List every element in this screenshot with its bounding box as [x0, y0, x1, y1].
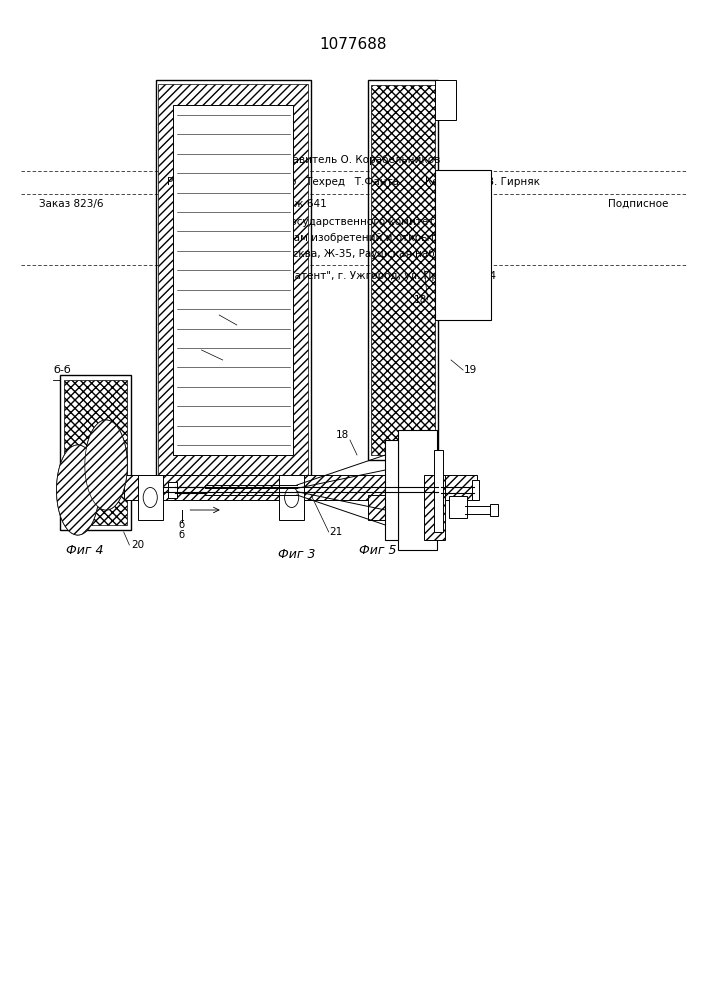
Bar [60, 375, 131, 530]
Text: по делам изобретений и открытий: по делам изобретений и открытий [257, 233, 450, 243]
Bar [490, 504, 498, 516]
Text: Фиг 5: Фиг 5 [359, 544, 397, 556]
Text: Подписное: Подписное [608, 199, 668, 209]
Bar [156, 80, 311, 480]
Bar [168, 482, 177, 498]
Text: Редактор Л. Авраменко   Техред   Т.Фанта        Корректор В. Гирняк: Редактор Л. Авраменко Техред Т.Фанта Кор… [167, 177, 540, 187]
Bar [424, 475, 445, 540]
Text: б-б: б-б [53, 365, 71, 375]
Text: 9: 9 [209, 310, 216, 320]
Text: 18: 18 [414, 295, 427, 305]
Bar [371, 85, 435, 455]
Text: ВНИИПИ Государственного комитета СССР: ВНИИПИ Государственного комитета СССР [235, 217, 472, 227]
Text: 21: 21 [329, 527, 342, 537]
Bar [472, 480, 479, 500]
Text: б: б [179, 520, 185, 530]
Bar [138, 475, 163, 520]
Bar [434, 450, 443, 532]
Bar [64, 380, 127, 525]
Text: Филиал ППП "Патент", г. Ужгород, ул. Проектная, 4: Филиал ППП "Патент", г. Ужгород, ул. Про… [211, 271, 496, 281]
Polygon shape [85, 420, 127, 510]
Text: Фиг 3: Фиг 3 [278, 548, 316, 562]
Text: 19: 19 [464, 365, 477, 375]
Bar [279, 475, 304, 520]
Circle shape [284, 488, 298, 508]
Text: Заказ 823/6: Заказ 823/6 [39, 199, 103, 209]
Text: 1077688: 1077688 [320, 37, 387, 52]
Polygon shape [85, 420, 127, 510]
Bar [173, 105, 293, 455]
Bar [124, 475, 477, 500]
Text: Тираж 641: Тираж 641 [267, 199, 327, 209]
Text: 17: 17 [188, 345, 201, 355]
Circle shape [143, 488, 157, 508]
Text: Фиг 4: Фиг 4 [66, 544, 104, 556]
Polygon shape [57, 445, 99, 535]
Text: 18: 18 [337, 430, 349, 440]
Bar [368, 495, 442, 520]
Bar [435, 170, 491, 320]
Bar [368, 80, 438, 460]
Bar [385, 440, 398, 540]
Polygon shape [57, 445, 99, 535]
Bar [398, 430, 437, 550]
Bar [435, 80, 456, 120]
Bar [158, 84, 308, 476]
Text: Составитель О. Корабельников: Составитель О. Корабельников [267, 155, 440, 165]
Text: 113035, Москва, Ж-35, Раушская наб., д. 4/5: 113035, Москва, Ж-35, Раушская наб., д. … [231, 249, 476, 259]
Text: б: б [179, 530, 185, 540]
Text: 20: 20 [132, 540, 144, 550]
Bar [449, 496, 467, 518]
